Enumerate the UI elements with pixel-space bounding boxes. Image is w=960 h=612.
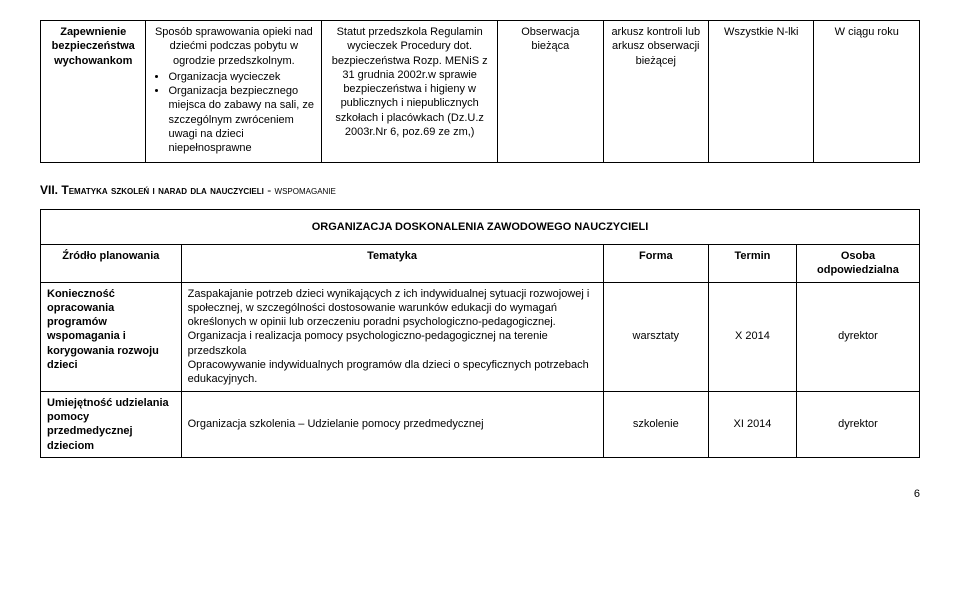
- r2c5: dyrektor: [796, 391, 919, 457]
- page-number: 6: [40, 488, 920, 500]
- r2c3: szkolenie: [603, 391, 708, 457]
- table-row: Zapewnienie bezpieczeństwa wychowankom S…: [41, 21, 920, 163]
- r1c2: Zaspakajanie potrzeb dzieci wynikających…: [181, 282, 603, 391]
- table-row: Umiejętność udzielania pomocy przedmedyc…: [41, 391, 920, 457]
- cell-c2-intro: Sposób sprawowania opieki nad dziećmi po…: [152, 25, 315, 68]
- r2c2: Organizacja szkolenia – Udzielanie pomoc…: [181, 391, 603, 457]
- table-safety: Zapewnienie bezpieczeństwa wychowankom S…: [40, 20, 920, 163]
- th-1: Źródło planowania: [41, 244, 182, 282]
- th-3: Forma: [603, 244, 708, 282]
- cell-c2: Sposób sprawowania opieki nad dziećmi po…: [146, 21, 322, 163]
- th-4: Termin: [709, 244, 797, 282]
- table-header-full: ORGANIZACJA DOSKONALENIA ZAWODOWEGO NAUC…: [41, 209, 920, 244]
- cell-c6: Wszystkie N-lki: [709, 21, 814, 163]
- th-2: Tematyka: [181, 244, 603, 282]
- th-5: Osoba odpowiedzialna: [796, 244, 919, 282]
- cell-c3: Statut przedszkola Regulamin wycieczek P…: [322, 21, 498, 163]
- r1c3: warsztaty: [603, 282, 708, 391]
- section-suffix: - wspomaganie: [267, 183, 336, 197]
- cell-c5: arkusz kontroli lub arkusz obserwacji bi…: [603, 21, 708, 163]
- bullet-1: Organizacja wycieczek: [168, 70, 315, 84]
- section-title: Tematyka szkoleń i narad dla nauczycieli: [61, 183, 264, 197]
- r1c5: dyrektor: [796, 282, 919, 391]
- cell-c4: Obserwacja bieżąca: [498, 21, 603, 163]
- table-row: Konieczność opracowania programów wspoma…: [41, 282, 920, 391]
- cell-c1: Zapewnienie bezpieczeństwa wychowankom: [41, 21, 146, 163]
- section-roman: VII.: [40, 183, 58, 197]
- cell-c2-bullets: Organizacja wycieczek Organizacja bezpie…: [152, 70, 315, 156]
- r2c1: Umiejętność udzielania pomocy przedmedyc…: [41, 391, 182, 457]
- table-header-row: Źródło planowania Tematyka Forma Termin …: [41, 244, 920, 282]
- table-training: ORGANIZACJA DOSKONALENIA ZAWODOWEGO NAUC…: [40, 209, 920, 458]
- cell-c7: W ciągu roku: [814, 21, 920, 163]
- r1c4: X 2014: [709, 282, 797, 391]
- section-heading-vii: VII. Tematyka szkoleń i narad dla nauczy…: [40, 183, 920, 197]
- r2c4: XI 2014: [709, 391, 797, 457]
- r1c1: Konieczność opracowania programów wspoma…: [41, 282, 182, 391]
- bullet-2: Organizacja bezpiecznego miejsca do zaba…: [168, 84, 315, 155]
- header-full-cell: ORGANIZACJA DOSKONALENIA ZAWODOWEGO NAUC…: [41, 209, 920, 244]
